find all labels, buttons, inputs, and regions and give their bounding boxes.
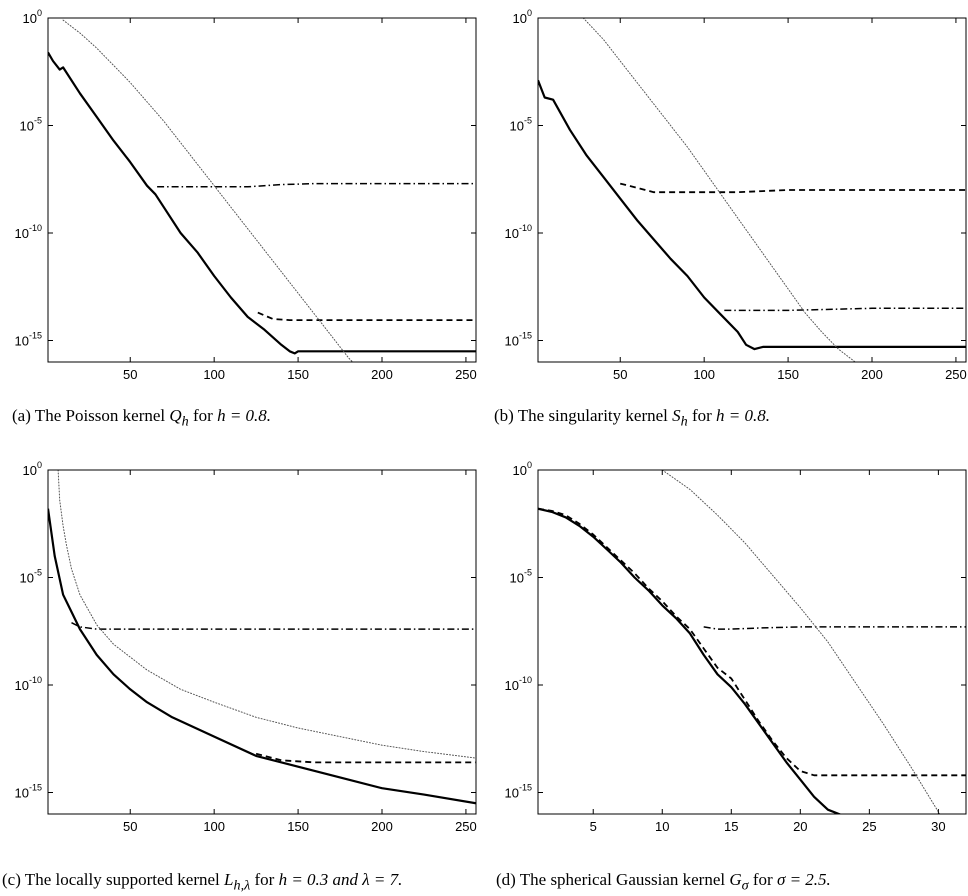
series-line-solid: [48, 51, 476, 355]
x-tick-label: 30: [931, 819, 945, 834]
caption-subscript: σ: [741, 877, 749, 894]
x-tick-label: 50: [123, 819, 137, 834]
caption-text: (c) The locally supported kernel: [2, 870, 225, 889]
series-line-dotted: [57, 470, 476, 759]
caption-symbol: S: [672, 406, 681, 425]
plot-frame: [47, 17, 477, 363]
series-line-dashed: [257, 311, 476, 321]
x-tick-label: 5: [590, 819, 597, 834]
x-tick-label: 200: [371, 819, 393, 834]
series-line-dashdot: [724, 307, 966, 312]
y-tick-label: 100: [23, 8, 42, 26]
caption-a: (a) The Poisson kernel Qh for h = 0.8.: [12, 405, 462, 432]
series-line-dotted: [62, 19, 354, 362]
caption-text: for: [188, 406, 218, 425]
series-line-dashdot: [703, 626, 966, 630]
caption-subscript: h,λ: [233, 877, 251, 894]
y-tick-label: 10-5: [20, 116, 42, 134]
series-line-dashed: [255, 752, 476, 764]
y-tick-label: 10-10: [15, 675, 42, 693]
series-line-dashdot: [71, 622, 476, 630]
series-line-dashed: [538, 507, 966, 777]
series-line-dashdot: [157, 182, 476, 188]
y-tick-label: 100: [513, 8, 532, 26]
y-tick-label: 10-15: [15, 331, 42, 349]
x-tick-label: 250: [455, 367, 477, 382]
x-tick-label: 250: [455, 819, 477, 834]
x-tick-label: 25: [862, 819, 876, 834]
series-line-solid: [538, 507, 842, 814]
caption-text: for: [687, 406, 717, 425]
caption-text: for: [748, 870, 777, 889]
x-tick-label: 100: [203, 819, 225, 834]
plot-area: 5 10 15 20 25 30 100 10-5 10-10 10-15: [490, 452, 968, 850]
plot-area: 50 100 150 200 250 100 10-5 10-10 10-15: [490, 0, 968, 398]
caption-text: (b) The singularity kernel: [494, 406, 673, 425]
plot-area: 50 100 150 200 250 100 10-5 10-10 10-15: [0, 452, 484, 850]
series-line-dotted: [582, 18, 857, 362]
y-tick-label: 10-10: [505, 223, 532, 241]
caption-condition: h = 0.3 and λ = 7.: [278, 870, 403, 889]
caption-b: (b) The singularity kernel Sh for h = 0.…: [494, 405, 964, 432]
x-tick-label: 10: [655, 819, 669, 834]
x-tick-label: 50: [123, 367, 137, 382]
caption-c: (c) The locally supported kernel Lh,λ fo…: [2, 869, 478, 896]
chart-svg: 50 100 150 200 250 100 10-5 10-10 10-15: [15, 8, 477, 382]
series-line-dashed: [619, 182, 966, 194]
x-tick-label: 150: [287, 367, 309, 382]
x-tick-label: 50: [613, 367, 627, 382]
y-tick-label: 10-15: [505, 783, 532, 801]
caption-symbol: Q: [169, 406, 182, 425]
x-tick-label: 200: [371, 367, 393, 382]
x-tick-label: 200: [861, 367, 883, 382]
chart-svg: 50 100 150 200 250 100 10-5 10-10 10-15: [505, 8, 967, 382]
caption-symbol: G: [729, 870, 742, 889]
caption-subscript: h: [680, 413, 688, 430]
caption-text: (a) The Poisson kernel: [12, 406, 170, 425]
chart-svg: 5 10 15 20 25 30 100 10-5 10-10 10-15: [505, 460, 967, 834]
y-tick-label: 100: [513, 460, 532, 478]
plot-frame: [47, 469, 477, 815]
series-line-dotted: [661, 470, 941, 814]
y-tick-label: 10-10: [505, 675, 532, 693]
caption-subscript: h: [181, 413, 189, 430]
caption-text: (d) The spherical Gaussian kernel: [496, 870, 730, 889]
series-line-solid: [48, 508, 476, 805]
y-tick-label: 100: [23, 460, 42, 478]
caption-condition: h = 0.8.: [217, 406, 272, 425]
series-line-solid: [538, 79, 966, 351]
caption-d: (d) The spherical Gaussian kernel Gσ for…: [496, 869, 966, 896]
y-tick-label: 10-5: [510, 116, 532, 134]
chart-svg: 50 100 150 200 250 100 10-5 10-10 10-15: [15, 460, 477, 834]
caption-condition: h = 0.8.: [716, 406, 771, 425]
x-tick-label: 100: [203, 367, 225, 382]
y-tick-label: 10-5: [20, 568, 42, 586]
y-tick-label: 10-10: [15, 223, 42, 241]
x-tick-label: 100: [693, 367, 715, 382]
caption-symbol: L: [224, 870, 234, 889]
plot-frame: [537, 469, 967, 815]
x-tick-label: 20: [793, 819, 807, 834]
x-tick-label: 250: [945, 367, 967, 382]
y-tick-label: 10-15: [505, 331, 532, 349]
x-tick-label: 15: [724, 819, 738, 834]
x-tick-label: 150: [777, 367, 799, 382]
x-tick-label: 150: [287, 819, 309, 834]
plot-area: 50 100 150 200 250 100 10-5 10-10 10-15: [0, 0, 484, 398]
caption-text: for: [250, 870, 279, 889]
y-tick-label: 10-5: [510, 568, 532, 586]
plot-frame: [537, 17, 967, 363]
y-tick-label: 10-15: [15, 783, 42, 801]
caption-condition: σ = 2.5.: [776, 870, 831, 889]
